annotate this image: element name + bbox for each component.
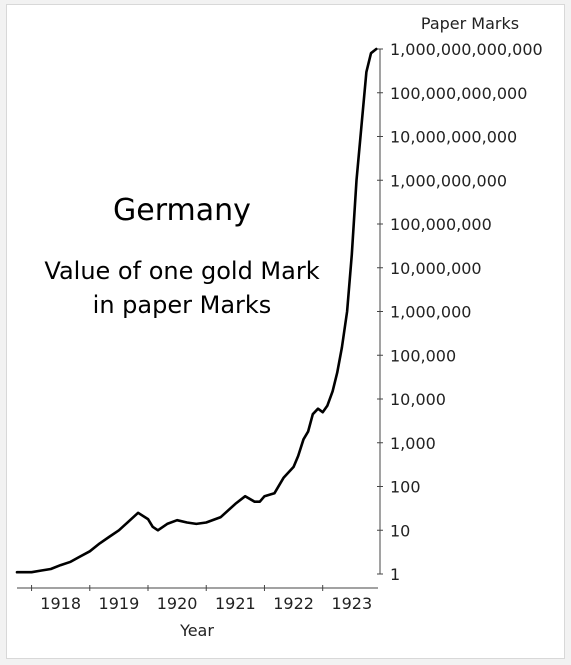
x-tick-label: 1919: [99, 594, 140, 613]
chart-subtitle-line-1: Value of one gold Mark: [44, 257, 319, 285]
y-tick-label: 100,000,000,000: [390, 84, 527, 103]
y-axis: 1 10 100 1,000 10,000 100,000 1,000,000 10,000,…: [377, 40, 543, 584]
y-axis-label: Paper Marks: [421, 14, 519, 33]
series-line: [15, 47, 378, 574]
x-axis: 1918 1919 1920 1921 1922 1923: [17, 585, 378, 613]
y-tick-label: 10: [390, 521, 410, 540]
y-tick-label: 1,000,000,000: [390, 171, 507, 190]
x-tick-label: 1918: [40, 594, 81, 613]
chart-title: Germany: [113, 193, 251, 228]
x-tick-label: 1920: [157, 594, 198, 613]
chart-subtitle-line-2: in paper Marks: [93, 291, 272, 319]
x-tick-label: 1921: [215, 594, 256, 613]
y-tick-label: 100,000,000: [390, 215, 492, 234]
series-layer: [15, 47, 378, 574]
y-tick-label: 100: [390, 478, 421, 497]
y-tick-label: 1,000,000: [390, 303, 471, 322]
y-tick-label: 1,000: [390, 434, 436, 453]
y-tick-label: 1: [390, 565, 400, 584]
y-tick-label: 10,000: [390, 390, 446, 409]
y-tick-label: 10,000,000,000: [390, 128, 517, 147]
y-tick-label: 100,000: [390, 346, 456, 365]
x-tick-label: 1922: [273, 594, 314, 613]
x-axis-label: Year: [179, 621, 214, 640]
x-tick-label: 1923: [331, 594, 372, 613]
y-tick-label: 10,000,000: [390, 259, 482, 278]
chart-frame: [6, 4, 565, 659]
y-tick-label: 1,000,000,000,000: [390, 40, 543, 59]
